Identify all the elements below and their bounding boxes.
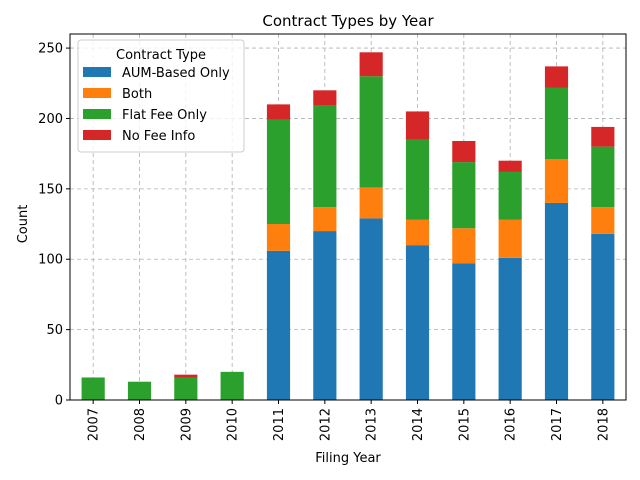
x-tick-label: 2018 [596,408,611,441]
x-tick-label: 2012 [318,408,333,441]
bar-segment [359,52,383,77]
x-tick-label: 2010 [226,408,241,441]
legend-swatch [83,109,111,119]
bar-segment [452,162,476,229]
bar-segment [359,76,383,188]
x-tick-label: 2011 [272,408,287,441]
bar-segment [544,159,569,203]
bar-segment [498,160,522,172]
legend-title: Contract Type [116,48,206,63]
x-tick-label: 2016 [504,408,519,441]
bar-segment [359,187,383,219]
legend-entry: AUM-Based Only [122,66,230,81]
bar-segment [174,377,198,400]
bar-segment [591,126,615,147]
y-tick-label: 200 [38,112,63,127]
bar-segment [266,250,291,400]
x-axis: 2007 2008 2009 2010 2011 2012 2013 2014 2015 2016… [87,400,611,441]
bar-segment [313,231,337,400]
bar-segment [174,374,198,378]
bar-segment [313,90,337,106]
legend-swatch [83,67,111,77]
bar-segment [266,119,291,225]
bar-segment [359,218,383,400]
bar-segment [81,377,105,400]
bars [81,52,615,400]
y-tick-label: 250 [38,42,63,57]
y-axis-title: Count [16,205,31,244]
bar-segment [220,371,244,400]
legend-box [77,39,245,153]
y-tick-label: 150 [38,182,63,197]
bar-segment [452,228,476,264]
legend-swatch [83,88,111,98]
bar-segment [498,257,522,400]
legend: Contract Type AUM-Based Only Both Flat Fee… [77,39,245,153]
bar-segment [405,111,430,140]
plot-frame [69,33,627,401]
bar-segment [591,233,615,400]
bar-segment [405,245,430,400]
bar-segment [313,105,337,208]
x-tick-label: 2008 [133,408,148,441]
x-tick-label: 2007 [87,408,102,441]
bar-segment [405,139,430,220]
x-axis-title: Filing Year [315,451,381,466]
bar-segment [266,104,291,120]
x-tick-label: 2013 [365,408,380,441]
legend-entry: Flat Fee Only [122,108,207,123]
bar-segment [544,66,569,88]
bar-segment [313,207,337,232]
bar-segment [452,263,476,400]
bar-segment [498,219,522,258]
bar-segment [591,207,615,234]
bar-segment [452,140,476,163]
chart-title: Contract Types by Year [262,12,434,30]
x-tick-label: 2017 [550,408,565,441]
x-tick-label: 2009 [179,408,194,441]
bar-segment [498,171,522,220]
bar-segment [544,202,569,400]
bar-segment [266,224,291,251]
y-tick-label: 50 [46,323,63,338]
y-axis: 0 50 100 150 200 250 [38,42,70,409]
bar-segment [127,381,152,400]
x-tick-label: 2015 [457,408,472,441]
y-tick-label: 0 [55,394,63,409]
bar-segment [544,87,569,160]
legend-entry: Both [122,87,152,102]
bar-segment [405,219,430,246]
y-tick-label: 100 [38,253,63,268]
legend-entry: No Fee Info [122,129,195,144]
legend-swatch [83,130,111,140]
bar-segment [591,146,615,208]
x-tick-label: 2014 [411,408,426,441]
